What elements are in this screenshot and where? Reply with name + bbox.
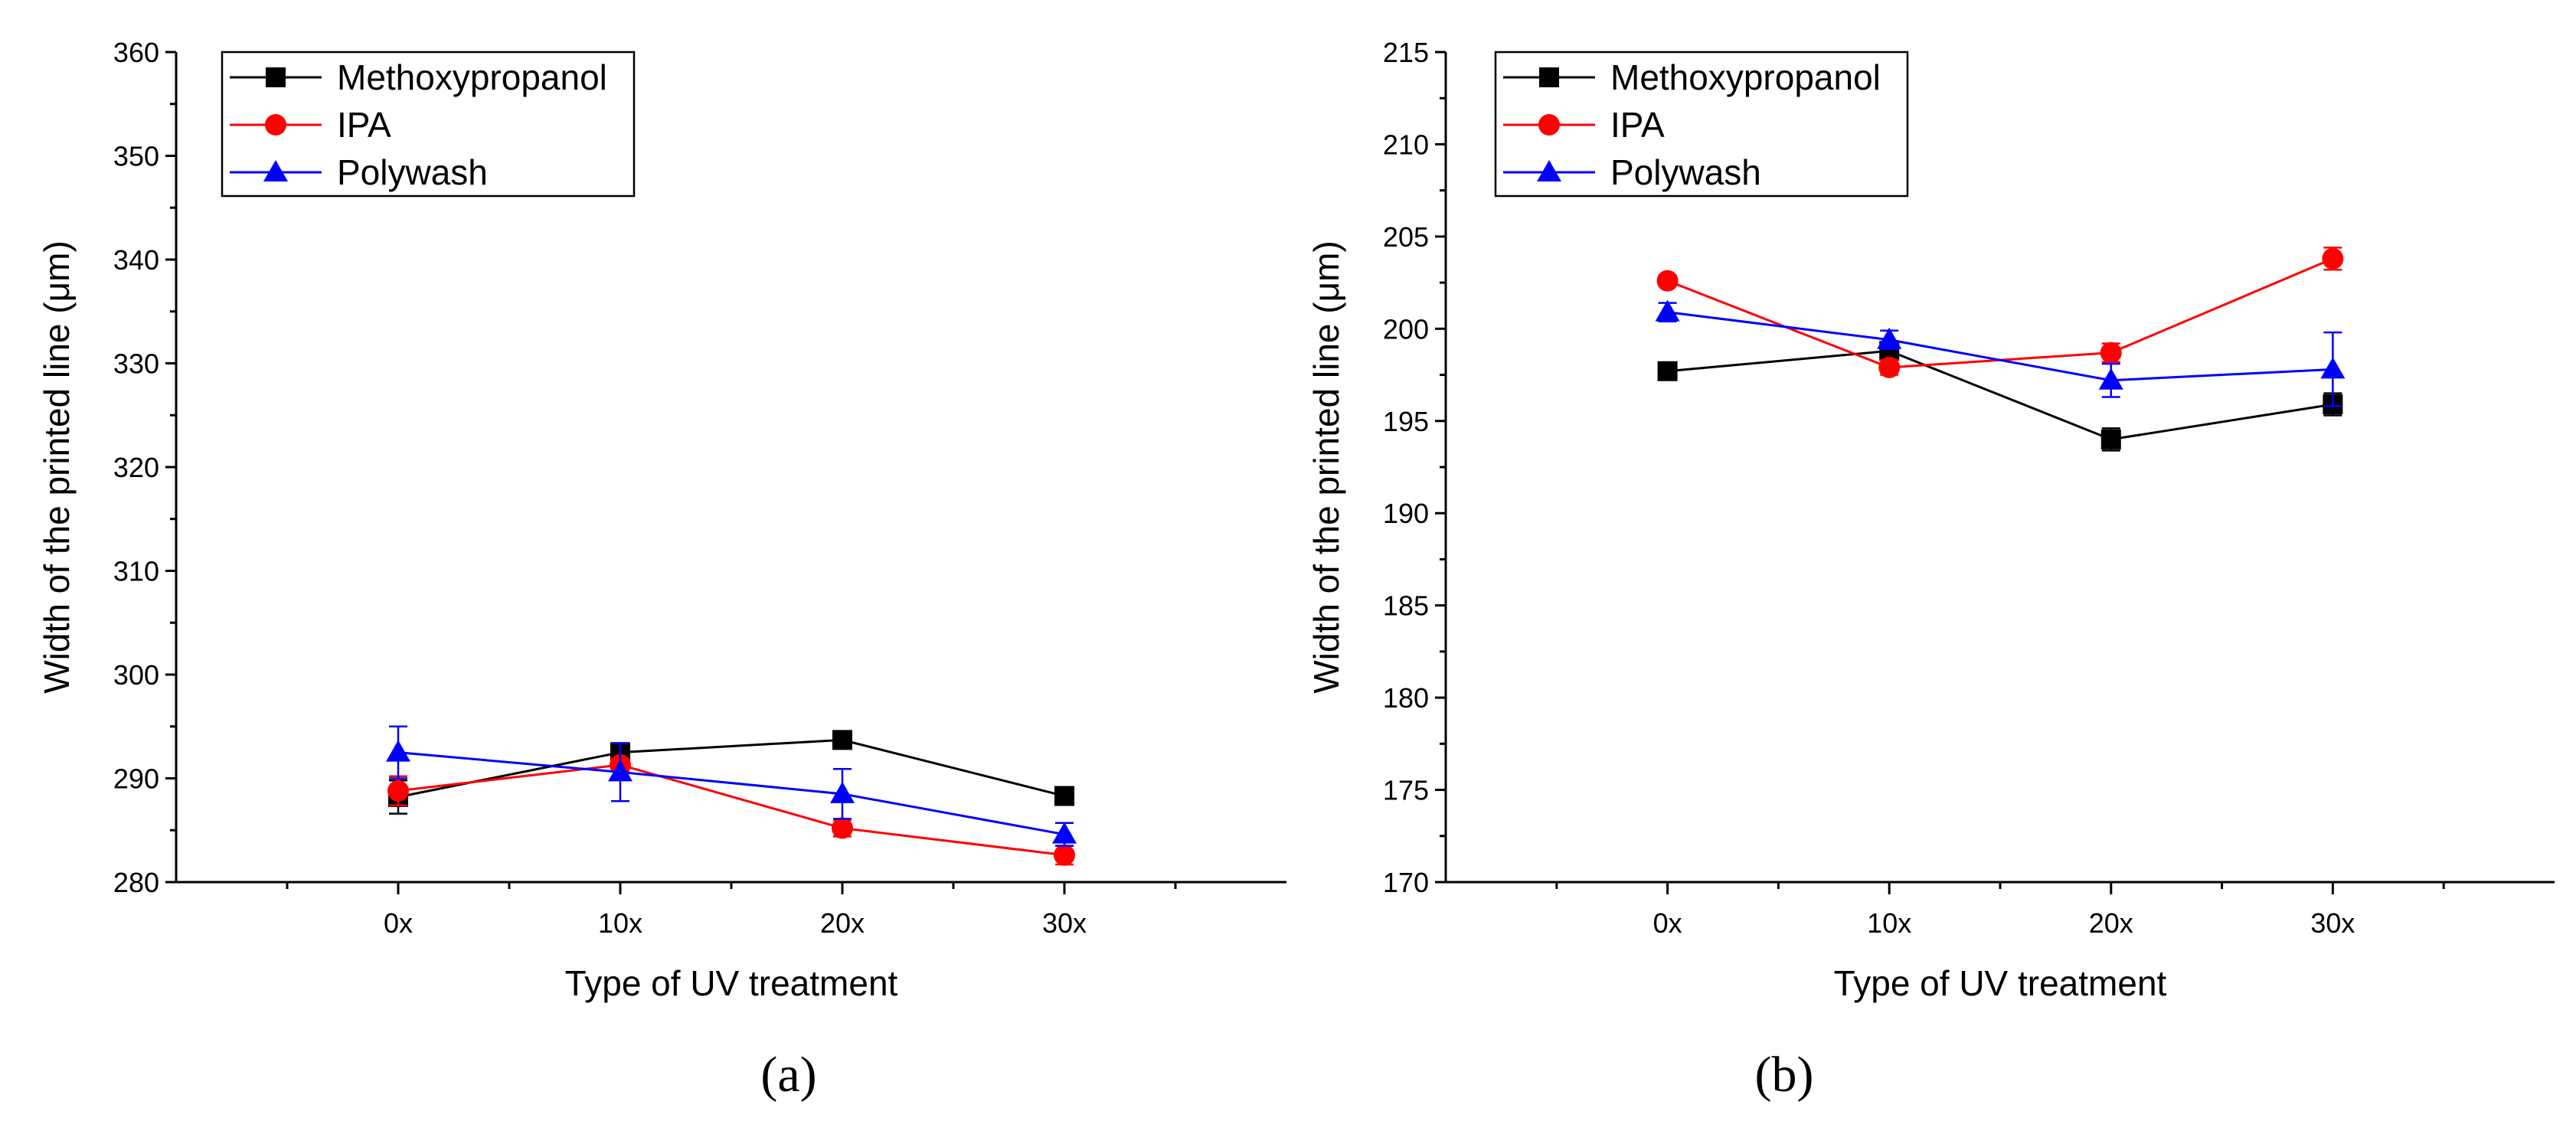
legend: Methoxypropanol IPA Polywash bbox=[1494, 51, 1909, 198]
y-tick-label: 215 bbox=[1383, 37, 1429, 68]
x-tick-label: 0x bbox=[384, 907, 413, 939]
series-line bbox=[1667, 257, 2333, 369]
panel-label: (a) bbox=[760, 1047, 816, 1103]
data-point bbox=[1878, 356, 1901, 378]
series-line bbox=[397, 751, 1065, 836]
y-tick-label: 320 bbox=[113, 452, 159, 483]
legend: Methoxypropanol IPA Polywash bbox=[221, 51, 636, 198]
y-tick-label: 170 bbox=[1383, 867, 1429, 898]
data-point bbox=[1656, 270, 1679, 292]
legend-entry: Polywash bbox=[1610, 152, 1761, 192]
x-tick-label: 0x bbox=[1653, 907, 1682, 939]
y-tick-label: 280 bbox=[113, 867, 159, 898]
y-axis-title: Width of the printed line (μm) bbox=[1306, 240, 1346, 694]
y-tick-label: 340 bbox=[113, 244, 159, 276]
y-tick-label: 310 bbox=[113, 556, 159, 587]
panel-label: (b) bbox=[1755, 1047, 1814, 1103]
x-tick-label: 10x bbox=[1867, 907, 1911, 939]
series-line bbox=[1667, 311, 2333, 382]
y-tick-label: 190 bbox=[1383, 498, 1429, 529]
legend-marker bbox=[266, 67, 286, 87]
data-point bbox=[387, 779, 409, 802]
series-ipa bbox=[1656, 247, 2344, 378]
series-polywash bbox=[1655, 299, 2346, 407]
data-point bbox=[2322, 247, 2344, 270]
data-point bbox=[1052, 822, 1077, 844]
series-line bbox=[397, 763, 1065, 857]
legend-marker bbox=[263, 160, 288, 181]
y-tick-label: 180 bbox=[1383, 682, 1429, 714]
data-point bbox=[1054, 786, 1074, 806]
y-tick-label: 185 bbox=[1383, 590, 1429, 622]
x-axis-title: Type of UV treatment bbox=[1834, 963, 2167, 1003]
series-methoxypropanol bbox=[388, 730, 1074, 815]
legend-marker bbox=[1539, 67, 1559, 87]
data-point bbox=[386, 740, 410, 762]
legend-entry: IPA bbox=[337, 105, 391, 145]
y-tick-label: 300 bbox=[113, 659, 159, 691]
data-point bbox=[2100, 342, 2122, 364]
y-tick-label: 200 bbox=[1383, 313, 1429, 345]
series-ipa bbox=[387, 753, 1075, 866]
chart-panel-a: 280 290 300 310 320 330 340 350 360 0x 10x 20x 30x Ty… bbox=[37, 37, 1286, 1103]
y-tick-label: 210 bbox=[1383, 129, 1429, 160]
x-tick-label: 30x bbox=[2310, 907, 2355, 939]
y-tick-label: 175 bbox=[1383, 775, 1429, 806]
legend-entry: Polywash bbox=[337, 152, 488, 192]
series-polywash bbox=[386, 725, 1077, 847]
y-tick-label: 350 bbox=[113, 141, 159, 172]
data-point bbox=[832, 817, 853, 839]
data-point bbox=[1877, 327, 1902, 349]
x-tick-label: 10x bbox=[598, 907, 642, 939]
y-tick-label: 195 bbox=[1383, 406, 1429, 437]
y-tick-label: 205 bbox=[1383, 221, 1429, 253]
x-tick-label: 20x bbox=[2089, 907, 2133, 939]
y-tick-label: 290 bbox=[113, 763, 159, 795]
x-tick-label: 30x bbox=[1042, 907, 1087, 939]
data-point bbox=[2320, 357, 2346, 379]
data-point bbox=[608, 760, 633, 782]
x-tick-label: 20x bbox=[820, 907, 865, 939]
series-methoxypropanol bbox=[1657, 341, 2343, 452]
series-line bbox=[397, 738, 1065, 799]
y-tick-label: 360 bbox=[113, 37, 159, 68]
data-point bbox=[1657, 361, 1678, 381]
y-tick-label: 330 bbox=[113, 348, 159, 380]
data-point bbox=[1655, 299, 1680, 322]
data-point bbox=[830, 781, 855, 803]
y-axis-title: Width of the printed line (μm) bbox=[37, 240, 77, 694]
legend-marker bbox=[265, 114, 286, 136]
data-point bbox=[832, 730, 852, 750]
legend-marker bbox=[1538, 114, 1560, 136]
legend-entry: IPA bbox=[1610, 105, 1665, 145]
legend-marker bbox=[1537, 160, 1561, 181]
data-point bbox=[1054, 844, 1075, 866]
legend-entry: Methoxypropanol bbox=[337, 57, 607, 97]
legend-entry: Methoxypropanol bbox=[1610, 57, 1881, 97]
chart-panel-b: 170 175 180 185 190 195 200 205 210 215 0x 10x 20x 30… bbox=[1306, 37, 2555, 1103]
x-axis-title: Type of UV treatment bbox=[565, 963, 898, 1003]
series-line bbox=[1667, 349, 2333, 441]
data-point bbox=[2100, 429, 2121, 449]
data-point bbox=[2098, 368, 2123, 390]
